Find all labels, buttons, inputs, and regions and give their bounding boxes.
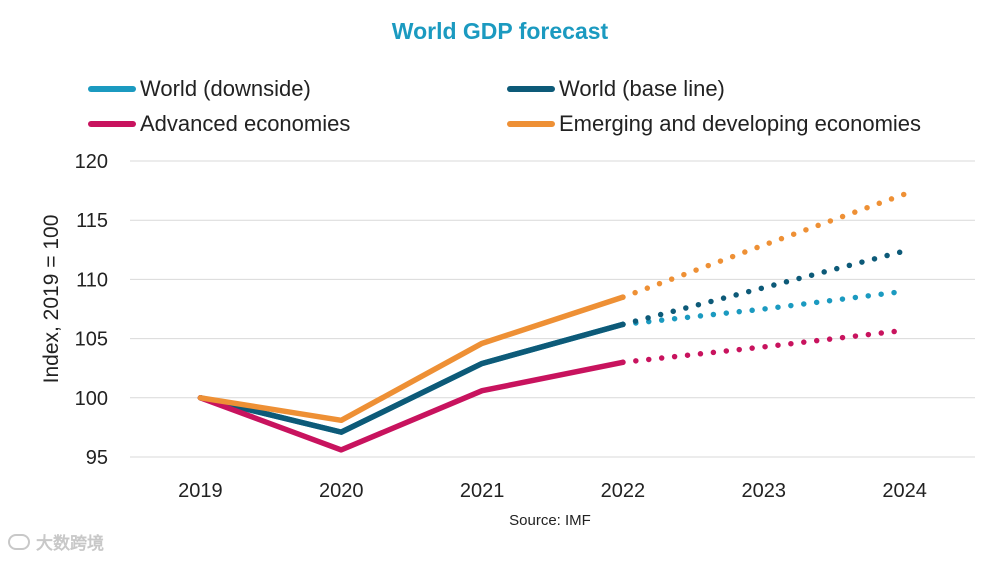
series-line-world-base-line [197, 321, 626, 435]
y-tick-label-105: 105 [75, 329, 108, 351]
y-axis-title: Index, 2019 = 100 [40, 215, 63, 384]
legend-item-advanced-economies: Advanced economies [88, 109, 350, 139]
series-forecast-emerging-and-developing-economies [620, 191, 908, 300]
legend-swatch-world-baseline [507, 86, 555, 92]
series-forecast-advanced-economies [620, 327, 908, 366]
legend-swatch-world-downside [88, 86, 136, 92]
series-forecast-world-downside [620, 288, 908, 328]
watermark-text: 大数跨境 [36, 534, 104, 553]
x-tick-label-2023: 2023 [742, 480, 787, 502]
x-tick-label-2024: 2024 [882, 480, 927, 502]
legend-label-world-downside: World (downside) [140, 76, 311, 101]
x-tick-label-2021: 2021 [460, 480, 505, 502]
legend-swatch-advanced-economies [88, 121, 136, 127]
legend-item-world-baseline: World (base line) [507, 74, 725, 104]
y-tick-label-95: 95 [86, 447, 108, 469]
chart-title: World GDP forecast [391, 18, 609, 44]
y-tick-label-100: 100 [75, 388, 108, 410]
legend-item-world-downside: World (downside) [88, 74, 311, 104]
x-tick-label-2019: 2019 [178, 480, 223, 502]
y-tick-label-115: 115 [76, 210, 108, 232]
watermark: 大数跨境 [8, 529, 104, 554]
legend-label-emerging-economies: Emerging and developing economies [559, 111, 922, 136]
series-forecast-world-base-line [620, 248, 908, 328]
y-tick-label-110: 110 [76, 269, 108, 291]
series-line-emerging-and-developing-economies [197, 294, 626, 424]
source-note: Source: IMF [509, 512, 591, 529]
legend-swatch-emerging-economies [507, 121, 555, 127]
legend-label-advanced-economies: Advanced economies [140, 111, 351, 136]
x-tick-label-2020: 2020 [319, 480, 364, 502]
watermark-logo-icon [8, 533, 30, 550]
y-tick-label-120: 120 [75, 151, 108, 173]
series-line-advanced-economies [197, 359, 626, 453]
legend-item-emerging-economies: Emerging and developing economies [507, 109, 921, 139]
legend-label-world-baseline: World (base line) [559, 76, 725, 101]
x-tick-label-2022: 2022 [601, 480, 646, 502]
